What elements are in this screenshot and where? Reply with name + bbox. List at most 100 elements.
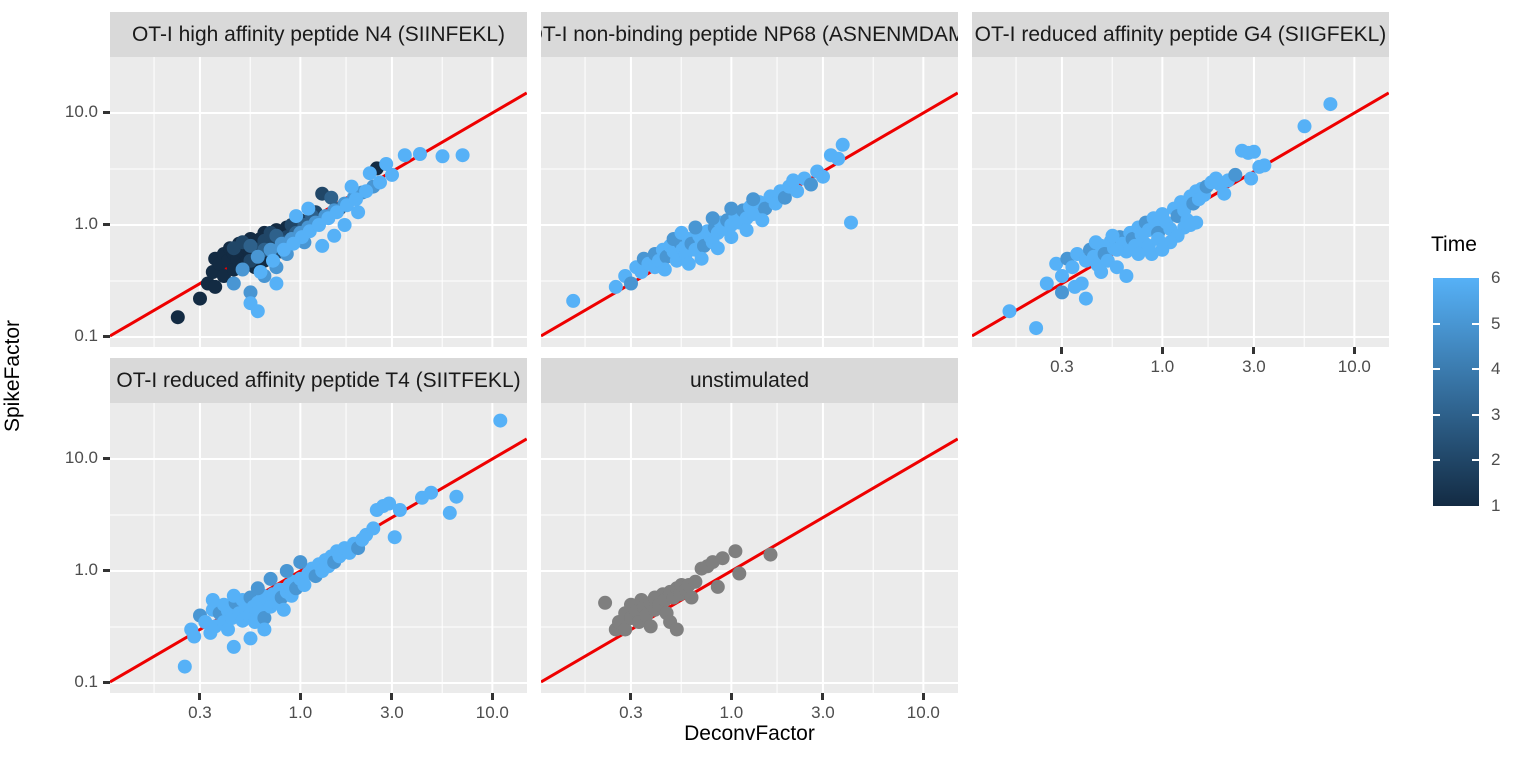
legend-tick-mark [1433, 459, 1440, 462]
y-tick-mark [103, 111, 110, 115]
data-point [351, 205, 366, 220]
data-point [844, 215, 858, 230]
data-point [681, 256, 696, 271]
data-point [1189, 215, 1204, 230]
legend-tick-label: 3 [1491, 404, 1501, 424]
facet-panel [110, 57, 527, 347]
data-point [1002, 304, 1017, 319]
data-point [1109, 242, 1124, 257]
data-point [1297, 119, 1312, 134]
legend-tick-mark [1472, 459, 1479, 462]
data-point [790, 184, 805, 199]
data-point [1323, 97, 1338, 112]
legend-tick-mark [1472, 413, 1479, 416]
data-point [715, 551, 730, 566]
data-point [221, 622, 235, 637]
data-point [710, 579, 725, 594]
data-point [746, 192, 761, 207]
data-point [669, 622, 684, 637]
data-point [1151, 232, 1166, 246]
data-point [624, 276, 638, 291]
data-point [392, 503, 407, 517]
data-point [243, 285, 258, 300]
data-point [226, 639, 241, 654]
facet-strip-title: unstimulated [689, 368, 810, 392]
data-point [1119, 269, 1134, 283]
data-point [688, 220, 703, 235]
x-tick-label: 3.0 [811, 703, 835, 722]
data-point [315, 238, 330, 253]
data-point [413, 147, 427, 161]
data-point [362, 166, 377, 181]
data-point [1105, 228, 1120, 243]
identity-line [541, 437, 958, 684]
facet-panel [972, 57, 1389, 347]
data-point [379, 157, 394, 171]
data-point [397, 148, 412, 163]
data-point [1029, 321, 1044, 336]
data-point [1039, 276, 1054, 291]
data-point [253, 265, 268, 279]
y-tick-label: 0.1 [74, 671, 98, 691]
y-tick-mark [103, 681, 110, 685]
data-point [385, 167, 399, 182]
y-tick-label: 0.1 [74, 325, 98, 345]
data-point [279, 564, 294, 578]
legend-tick-label: 6 [1491, 268, 1501, 287]
data-point [657, 262, 672, 277]
y-tick-mark [103, 569, 110, 573]
data-point [1109, 260, 1124, 275]
data-point [301, 201, 316, 216]
data-point [739, 223, 754, 238]
data-point [786, 173, 801, 188]
data-point [1131, 247, 1146, 261]
data-point [250, 581, 265, 596]
data-point [327, 228, 342, 243]
data-point [688, 574, 703, 589]
data-point [1228, 167, 1243, 182]
data-point [373, 175, 387, 190]
data-point [329, 205, 344, 220]
data-point [170, 310, 185, 325]
data-point [732, 566, 747, 581]
y-axis-title: SpikeFactor [1, 319, 24, 433]
legend-tick-label: 4 [1491, 359, 1501, 379]
x-tick-mark [298, 693, 302, 700]
data-point [835, 137, 850, 152]
facet-strip: OT-I reduced affinity peptide T4 (SIITFE… [110, 358, 527, 403]
facet-strip: OT-I high affinity peptide N4 (SIINFEKL) [110, 12, 527, 57]
data-point [1247, 144, 1261, 159]
data-point [1244, 171, 1259, 186]
legend-tick-mark [1472, 322, 1479, 325]
facet-panel [541, 403, 958, 693]
data-point [193, 291, 207, 306]
x-tick-label: 1.0 [719, 703, 744, 722]
y-tick-label: 10.0 [64, 447, 98, 467]
data-point [710, 241, 725, 256]
y-tick-mark [103, 457, 110, 461]
x-tick-mark [1060, 347, 1064, 354]
facet-strip-title: OT-I non-binding peptide NP68 (ASNENMDAM… [541, 22, 958, 46]
x-tick-mark [490, 693, 494, 700]
data-point [684, 590, 699, 605]
data-point [643, 619, 658, 634]
data-point [1065, 260, 1080, 275]
data-point [276, 602, 291, 617]
data-point [694, 251, 709, 266]
data-point [777, 190, 792, 205]
x-tick-mark [1252, 347, 1256, 354]
panel-background [110, 403, 527, 693]
data-point [493, 413, 508, 428]
x-tick-label: 10.0 [906, 703, 940, 722]
data-point [1055, 269, 1069, 283]
data-point [455, 148, 470, 163]
x-tick-label: 10.0 [1337, 357, 1371, 376]
data-point [1208, 171, 1223, 186]
data-point [289, 209, 304, 224]
x-tick-label: 0.3 [1050, 357, 1074, 376]
data-point [435, 149, 450, 164]
x-tick-mark [821, 693, 825, 700]
data-point [187, 629, 202, 644]
legend-tick-mark [1433, 368, 1440, 371]
